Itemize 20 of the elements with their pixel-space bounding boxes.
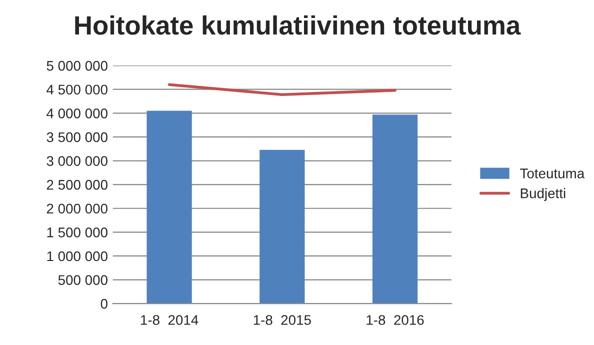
bar bbox=[260, 150, 305, 304]
y-tick-label: 5 000 000 bbox=[46, 60, 108, 71]
y-tick-label: 3 500 000 bbox=[46, 132, 108, 142]
y-tick-label: 4 500 000 bbox=[46, 84, 108, 95]
legend-label: Budjetti bbox=[520, 188, 566, 201]
x-tick-label: 1-8 2016 bbox=[366, 315, 424, 325]
y-tick-label: 2 000 000 bbox=[46, 204, 108, 214]
y-tick-label: 4 000 000 bbox=[46, 108, 108, 118]
x-tick-label: 1-8 2014 bbox=[141, 315, 198, 325]
y-tick-label: 500 000 bbox=[58, 275, 108, 285]
y-tick-label: 1 000 000 bbox=[47, 251, 108, 262]
bar bbox=[146, 110, 192, 304]
y-tick-label: 3 000 000 bbox=[46, 156, 108, 166]
y-tick-label: 1 500 000 bbox=[47, 228, 108, 238]
y-tick-label: 2 500 000 bbox=[46, 180, 108, 190]
y-tick-label: 0 bbox=[100, 298, 108, 309]
x-tick-label: 1-8 2015 bbox=[254, 315, 311, 325]
bar bbox=[372, 114, 418, 304]
chart-title: Hoitokate kumulatiivinen toteutuma bbox=[75, 15, 521, 35]
legend-label: Toteutuma bbox=[520, 168, 585, 178]
